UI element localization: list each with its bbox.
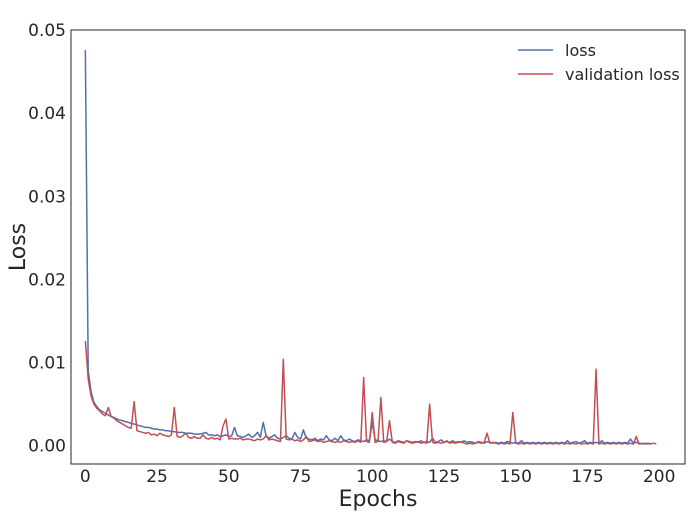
- y-tick-label: 0.05: [28, 21, 66, 41]
- x-tick-labels: 0 25 50 75 100 125 150 175 200: [80, 467, 675, 487]
- x-tick-label: 25: [146, 467, 168, 487]
- x-tick-label: 100: [356, 467, 388, 487]
- x-axis-label: Epochs: [339, 487, 418, 512]
- y-tick-label: 0.04: [28, 104, 66, 124]
- legend-label-validation-loss: validation loss: [565, 65, 680, 84]
- series-line-validation-loss: [84, 340, 657, 445]
- x-tick-label: 0: [80, 467, 91, 487]
- y-tick-labels: 0.00 0.01 0.02 0.03 0.04 0.05: [28, 21, 66, 457]
- x-tick-label: 50: [218, 467, 240, 487]
- series-line-loss: [84, 49, 651, 445]
- legend: loss validation loss: [518, 41, 680, 84]
- x-tick-label: 125: [428, 467, 460, 487]
- y-tick-label: 0.01: [28, 354, 66, 374]
- legend-label-loss: loss: [565, 41, 596, 60]
- y-tick-label: 0.03: [28, 187, 66, 207]
- y-tick-label: 0.00: [28, 437, 66, 457]
- y-axis-label: Loss: [6, 223, 31, 271]
- x-tick-label: 175: [571, 467, 603, 487]
- y-tick-label: 0.02: [28, 270, 66, 290]
- plot-frame: [70, 29, 686, 465]
- series-layer: [84, 49, 657, 445]
- x-tick-label: 200: [643, 467, 675, 487]
- x-tick-label: 150: [499, 467, 531, 487]
- x-tick-label: 75: [290, 467, 312, 487]
